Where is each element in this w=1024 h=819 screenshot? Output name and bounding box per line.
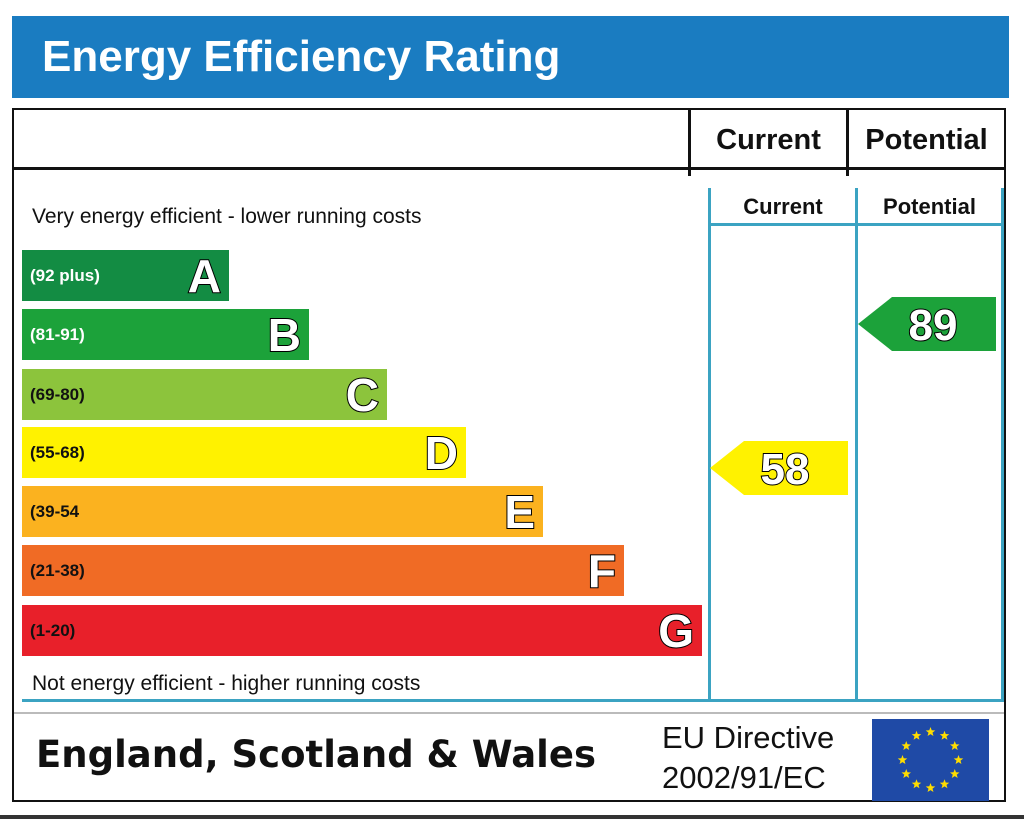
inner-column-line-2 — [855, 188, 858, 702]
band-range-label: (55-68) — [30, 443, 85, 462]
star-icon — [939, 779, 950, 789]
star-icon — [925, 727, 936, 737]
band-range-label: (39-54 — [30, 502, 80, 521]
header-divider — [14, 167, 1004, 170]
band-range-label: (1-20) — [30, 621, 76, 640]
star-icon — [925, 783, 936, 793]
star-icon — [949, 741, 960, 751]
eu-directive-line1: EU Directive — [662, 720, 835, 755]
star-icon — [911, 730, 922, 740]
star-icon — [901, 741, 912, 751]
bottom-edge — [0, 815, 1024, 819]
rating-band-f: (21-38) F — [22, 544, 624, 598]
current-rating-value: 58 — [760, 444, 811, 495]
star-icon — [901, 769, 912, 779]
header-divider-current — [688, 110, 691, 176]
rating-frame — [12, 108, 1006, 802]
bottom-note: Not energy efficient - higher running co… — [32, 672, 421, 695]
inner-header-underline — [708, 223, 1004, 226]
band-letter-label: D — [424, 426, 459, 480]
rating-band-a: (92 plus) A — [22, 249, 229, 303]
title-bar: Energy Efficiency Rating — [12, 16, 1009, 98]
band-letter-label: F — [587, 544, 617, 598]
potential-rating-indicator: 89 — [858, 297, 996, 351]
band-letter-label: B — [267, 308, 302, 362]
footer-divider — [14, 712, 1004, 714]
inner-current-label: Current — [743, 194, 823, 219]
star-icon — [953, 755, 964, 765]
region-label: England, Scotland & Wales — [36, 733, 596, 776]
star-icon — [911, 779, 922, 789]
header-current-label: Current — [716, 124, 821, 156]
band-range-label: (92 plus) — [30, 266, 100, 285]
inner-column-line-1 — [708, 188, 711, 702]
band-letter-label: A — [187, 249, 222, 303]
band-range-label: (69-80) — [30, 385, 85, 404]
rating-band-g: (1-20) G — [22, 604, 702, 658]
rating-band-c: (69-80) C — [22, 368, 387, 422]
chart-baseline — [22, 699, 1004, 702]
star-icon — [949, 769, 960, 779]
star-icon — [897, 755, 908, 765]
band-range-label: (21-38) — [30, 561, 85, 580]
eu-directive-line2: 2002/91/EC — [662, 760, 826, 795]
top-note: Very energy efficient - lower running co… — [32, 205, 422, 228]
potential-rating-value: 89 — [908, 300, 959, 351]
rating-band-d: (55-68) D — [22, 426, 466, 480]
current-rating-indicator: 58 — [710, 441, 848, 495]
rating-band-e: (39-54 E — [22, 485, 543, 539]
band-range-label: (81-91) — [30, 325, 85, 344]
band-letter-label: C — [345, 368, 380, 422]
star-icon — [939, 730, 950, 740]
eu-flag-icon — [872, 719, 989, 801]
header-potential-label: Potential — [865, 124, 988, 156]
band-letter-label: E — [503, 485, 536, 539]
header-divider-potential — [846, 110, 849, 176]
band-letter-label: G — [657, 604, 695, 658]
inner-potential-label: Potential — [883, 194, 976, 219]
rating-band-b: (81-91) B — [22, 308, 309, 362]
page-title: Energy Efficiency Rating — [42, 32, 561, 81]
inner-column-line-3 — [1001, 188, 1004, 702]
